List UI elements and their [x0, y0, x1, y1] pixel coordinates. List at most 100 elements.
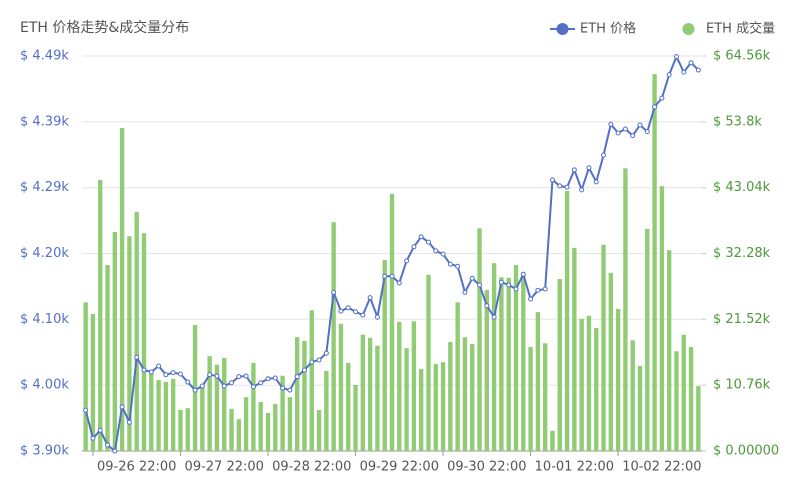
bar — [521, 272, 526, 451]
bar — [659, 186, 665, 451]
x-tick-label: 09-28 22:00 — [272, 460, 351, 475]
price-point — [236, 374, 242, 380]
bar — [346, 362, 351, 451]
price-point — [571, 167, 577, 173]
x-tick-label: 10-01 22:00 — [535, 460, 614, 475]
y2-tick-label: $ 10.76k — [713, 378, 771, 393]
price-point — [695, 67, 701, 73]
price-point — [207, 372, 213, 378]
price-point — [90, 435, 96, 441]
bar — [688, 346, 694, 451]
price-point — [425, 239, 431, 245]
legend-icon — [682, 23, 695, 35]
bar — [455, 302, 460, 451]
price-point — [353, 309, 359, 315]
bar — [535, 312, 541, 451]
price-point — [564, 184, 570, 190]
price-point — [258, 380, 264, 386]
price-point — [440, 251, 446, 257]
price-point — [163, 372, 169, 378]
price-point — [593, 179, 599, 185]
price-point — [185, 379, 191, 385]
bar — [367, 337, 373, 451]
bar — [243, 397, 249, 451]
bar — [594, 328, 599, 451]
price-point — [608, 121, 614, 127]
bar — [316, 410, 322, 451]
bar — [149, 370, 154, 451]
price-point — [316, 357, 322, 363]
bar — [681, 334, 686, 451]
price-point — [528, 296, 534, 302]
price-point — [105, 442, 111, 448]
bar — [134, 211, 139, 451]
legend-icon — [556, 23, 569, 35]
bar — [170, 378, 176, 451]
bar — [506, 277, 511, 451]
bar — [513, 265, 519, 451]
bar — [550, 430, 555, 451]
y2-tick-label: $ 0.00000 — [713, 444, 779, 459]
bar — [389, 194, 395, 452]
price-point — [506, 282, 512, 288]
bar — [163, 381, 169, 451]
price-point — [170, 370, 176, 376]
price-point — [192, 387, 198, 393]
bar — [265, 413, 271, 451]
price-point — [462, 289, 468, 295]
bar — [440, 362, 446, 451]
price-point — [221, 383, 227, 389]
price-point — [630, 133, 636, 139]
bar — [302, 340, 307, 451]
bar — [674, 351, 679, 451]
bar — [229, 408, 234, 451]
price-point — [673, 54, 679, 60]
price-point — [331, 289, 337, 295]
bar — [353, 384, 358, 451]
price-point — [601, 152, 607, 158]
y2-tick-label: $ 53.8k — [713, 114, 762, 129]
x-tick-label: 10-02 22:00 — [622, 460, 701, 475]
bar — [557, 279, 562, 451]
chart-title: ETH 价格走势&成交量分布 — [20, 19, 189, 36]
bar — [462, 337, 468, 451]
price-point — [309, 359, 315, 365]
price-point — [579, 187, 585, 193]
price-point — [126, 419, 132, 425]
bar — [156, 380, 161, 451]
bar — [470, 343, 475, 451]
price-point — [360, 312, 366, 318]
y2-tick-label: $ 21.52k — [713, 312, 771, 327]
bar — [375, 345, 380, 451]
price-point — [265, 376, 271, 382]
bar — [222, 358, 227, 451]
bar — [448, 342, 453, 451]
price-point — [287, 387, 293, 393]
bar — [696, 386, 701, 451]
price-point — [294, 374, 300, 380]
bar — [236, 419, 242, 451]
y2-tick-label: $ 43.04k — [713, 180, 771, 195]
bar — [251, 362, 256, 451]
price-point — [433, 248, 439, 254]
bar — [287, 397, 293, 451]
price-point — [637, 122, 643, 128]
x-tick-label: 09-29 22:00 — [360, 460, 439, 475]
price-point — [112, 448, 118, 454]
price-point — [455, 263, 461, 269]
price-point — [549, 177, 555, 183]
bar — [324, 370, 329, 451]
x-tick-label: 09-27 22:00 — [185, 460, 264, 475]
price-point — [469, 275, 475, 281]
price-point — [447, 261, 453, 267]
bar — [652, 74, 657, 451]
bar — [404, 348, 409, 451]
price-point — [557, 183, 563, 189]
bar — [294, 337, 300, 451]
bar — [637, 365, 643, 451]
bar — [112, 231, 118, 451]
price-point — [498, 279, 504, 285]
price-point — [177, 371, 183, 377]
price-point — [652, 104, 658, 110]
bar — [382, 260, 387, 451]
